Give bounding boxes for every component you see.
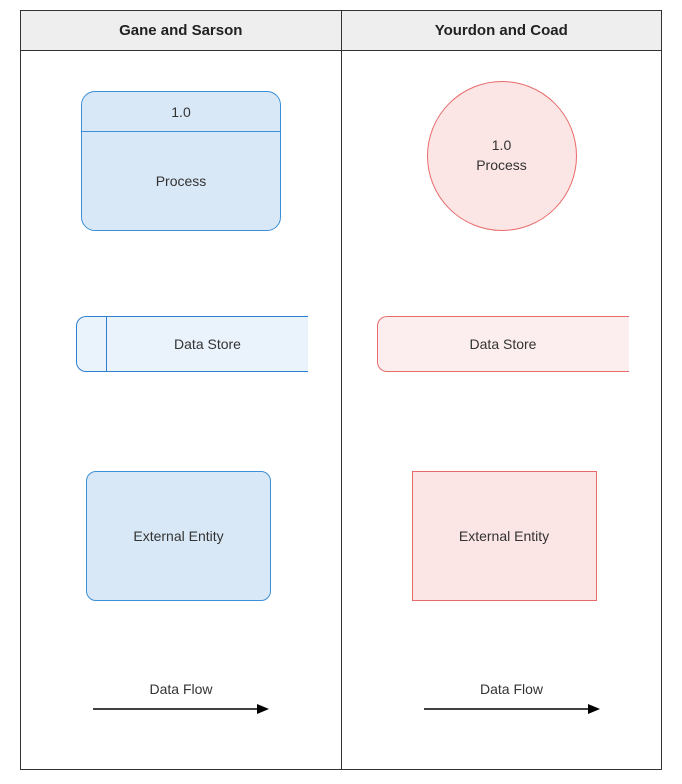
gs-datastore-shape: Data Store [76, 316, 308, 372]
gs-datastore-label: Data Store [174, 336, 241, 352]
arrow-icon [91, 701, 271, 717]
header-gane-sarson: Gane and Sarson [21, 11, 342, 50]
yc-dataflow-label: Data Flow [412, 681, 612, 697]
yc-entity-label: External Entity [459, 528, 549, 544]
gs-dataflow: Data Flow [81, 681, 281, 717]
header-left-label: Gane and Sarson [119, 22, 242, 39]
gs-entity-shape: External Entity [86, 471, 271, 601]
yc-process-number: 1.0 [492, 136, 511, 156]
column-yourdon-coad: 1.0 Process Data Store External Entity D… [342, 51, 662, 770]
gs-process-shape: 1.0 Process [81, 91, 281, 231]
gs-process-header: 1.0 [82, 92, 280, 132]
yc-datastore-shape: Data Store [377, 316, 629, 372]
gs-datastore-compartment [77, 317, 107, 371]
yc-entity-shape: External Entity [412, 471, 597, 601]
body-row: 1.0 Process Data Store External Entity [21, 51, 661, 770]
header-row: Gane and Sarson Yourdon and Coad [21, 11, 661, 51]
yc-dataflow: Data Flow [412, 681, 612, 717]
arrow-icon [422, 701, 602, 717]
header-yourdon-coad: Yourdon and Coad [342, 11, 662, 50]
gs-entity-label: External Entity [133, 528, 223, 544]
yc-process-label: Process [476, 156, 527, 176]
gs-process-body: Process [82, 132, 280, 230]
gs-dataflow-label: Data Flow [81, 681, 281, 697]
header-right-label: Yourdon and Coad [435, 22, 568, 39]
yc-datastore-label: Data Store [470, 336, 537, 352]
comparison-table: Gane and Sarson Yourdon and Coad 1.0 Pro… [20, 10, 662, 770]
gs-process-label: Process [156, 173, 207, 189]
gs-process-number: 1.0 [171, 104, 190, 120]
column-gane-sarson: 1.0 Process Data Store External Entity [21, 51, 342, 770]
diagram-container: Gane and Sarson Yourdon and Coad 1.0 Pro… [0, 0, 682, 784]
yc-process-shape: 1.0 Process [427, 81, 577, 231]
gs-datastore-body: Data Store [107, 317, 308, 371]
